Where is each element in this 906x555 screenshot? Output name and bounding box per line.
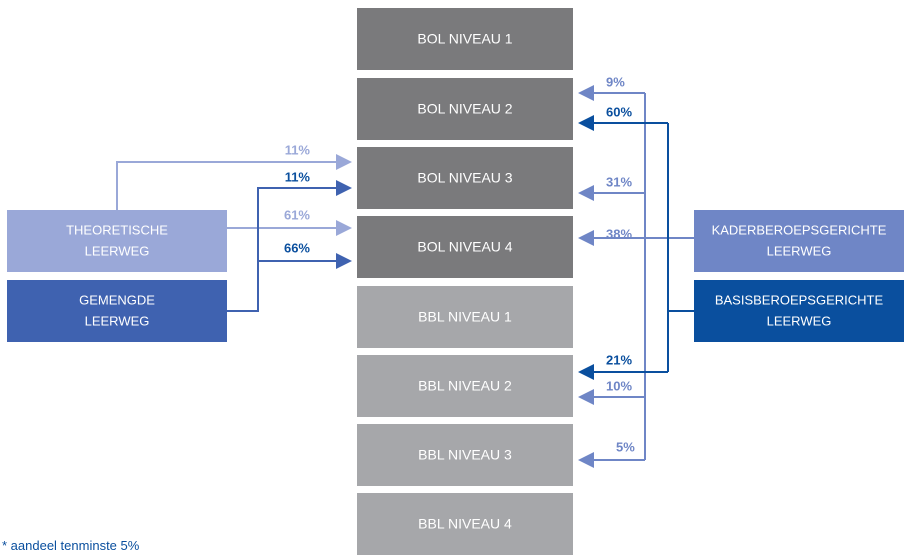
percentages: 11% 61% 11% 66% 9% 31% 38% 10% 5% 60% 21…	[284, 74, 635, 454]
level-label: BBL NIVEAU 1	[418, 309, 512, 325]
level-label: BBL NIVEAU 4	[418, 516, 512, 532]
level-label: BBL NIVEAU 2	[418, 378, 512, 394]
level-box	[357, 424, 573, 486]
flow-label: 21%	[606, 352, 632, 367]
level-box	[357, 216, 573, 278]
level-label: BOL NIVEAU 1	[417, 31, 512, 47]
source-box	[7, 280, 227, 342]
arrow	[227, 180, 352, 312]
source-box	[694, 280, 904, 342]
level-label: BOL NIVEAU 4	[417, 239, 512, 255]
flow-label: 11%	[285, 169, 311, 184]
sources: THEORETISCHE LEERWEG GEMENGDE LEERWEG KA…	[7, 210, 904, 342]
flow-label: 61%	[284, 207, 310, 222]
level-box	[357, 493, 573, 555]
source-label: LEERWEG	[85, 243, 150, 258]
flow-label: 9%	[606, 74, 625, 89]
arrows	[116, 85, 694, 468]
flow-label: 11%	[285, 142, 311, 157]
level-box	[357, 78, 573, 140]
footnote: * aandeel tenminste 5%	[2, 538, 140, 553]
level-box	[357, 147, 573, 209]
level-label: BBL NIVEAU 3	[418, 447, 512, 463]
arrow	[116, 154, 352, 210]
level-box	[357, 355, 573, 417]
source-box	[7, 210, 227, 272]
source-label: LEERWEG	[767, 313, 832, 328]
source-label: LEERWEG	[85, 313, 150, 328]
source-box	[694, 210, 904, 272]
level-label: BOL NIVEAU 2	[417, 101, 512, 117]
source-label: THEORETISCHE	[66, 222, 168, 237]
source-label: BASISBEROEPSGERICHTE	[715, 292, 884, 307]
level-label: BOL NIVEAU 3	[417, 170, 512, 186]
flow-label: 38%	[606, 226, 632, 241]
source-label: GEMENGDE	[79, 292, 155, 307]
level-box	[357, 8, 573, 70]
flow-label: 66%	[284, 240, 310, 255]
flow-label: 10%	[606, 378, 632, 393]
source-label: LEERWEG	[767, 243, 832, 258]
flow-label: 5%	[616, 439, 635, 454]
flow-label: 60%	[606, 104, 632, 119]
levels: BOL NIVEAU 1 BOL NIVEAU 2 BOL NIVEAU 3 B…	[357, 8, 573, 555]
flow-label: 31%	[606, 174, 632, 189]
source-label: KADERBEROEPSGERICHTE	[712, 222, 887, 237]
level-box	[357, 286, 573, 348]
